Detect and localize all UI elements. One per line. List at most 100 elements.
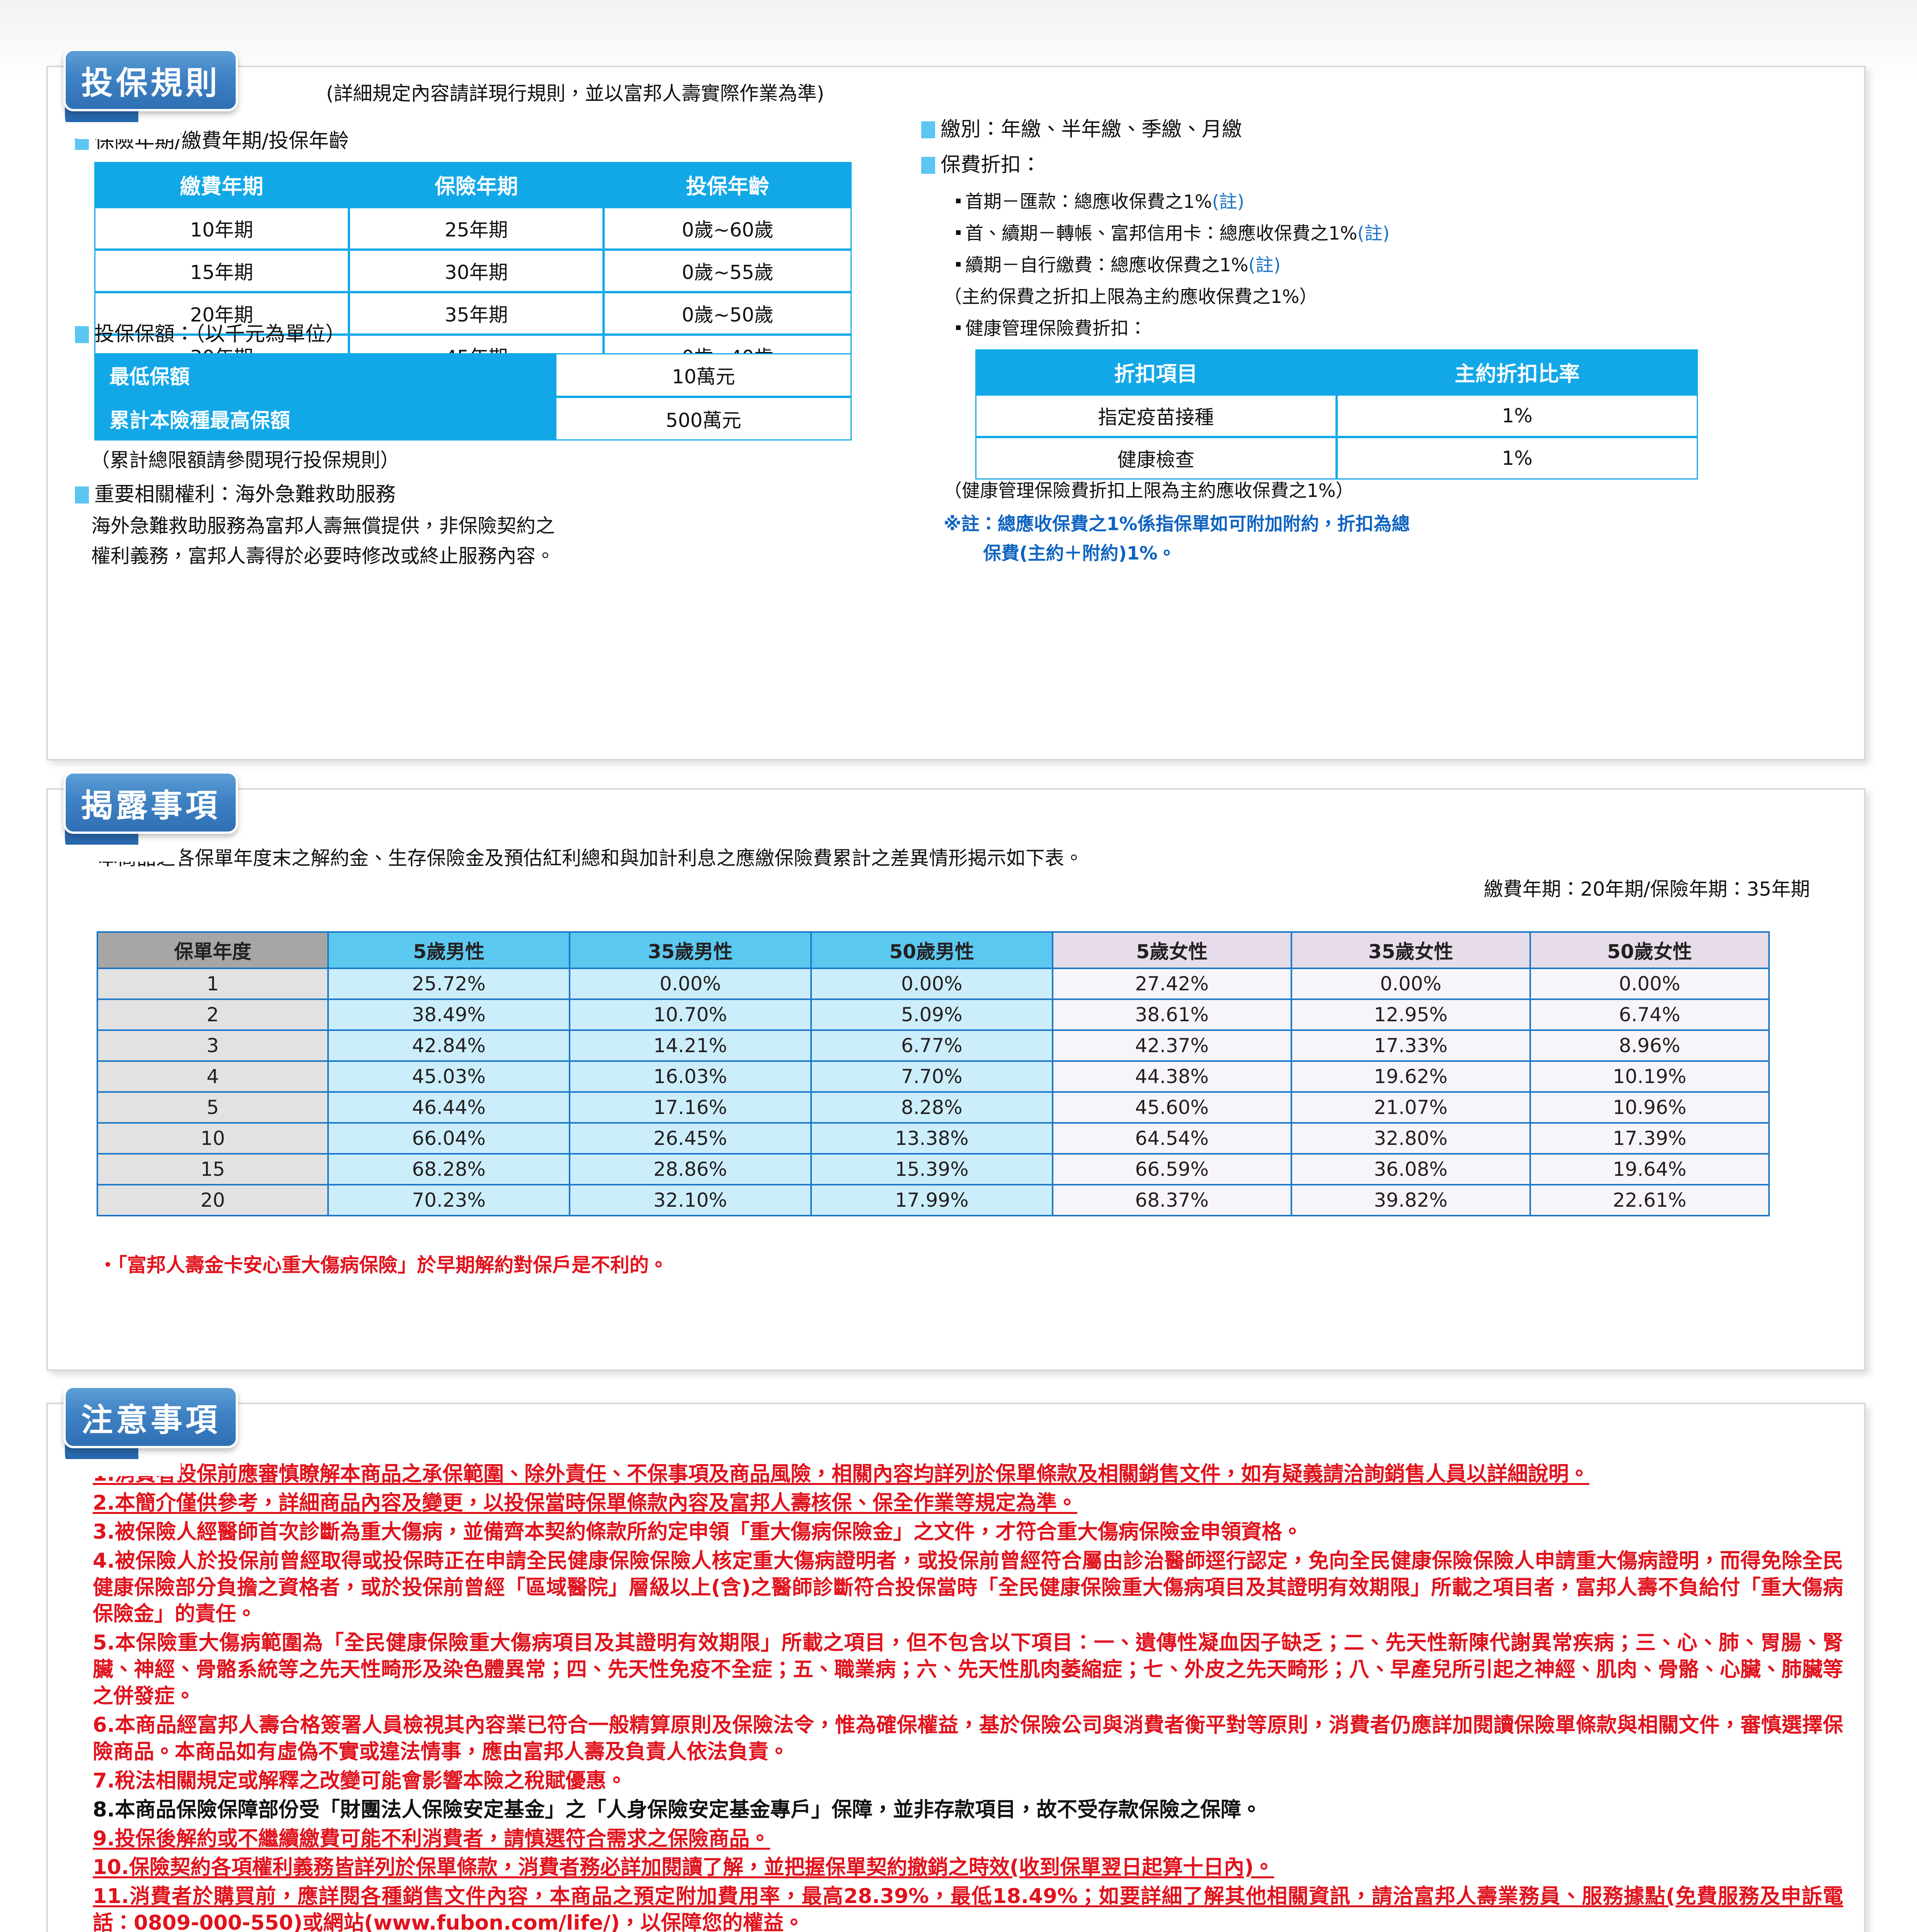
- disc-cell-value: 42.84%: [327, 1029, 570, 1062]
- disc-cell-value: 66.04%: [327, 1122, 570, 1155]
- disc-cell-value: 64.54%: [1051, 1122, 1292, 1155]
- disc-cell-year: 10: [96, 1122, 329, 1155]
- footnote-zhu-1: ※註：總應收保費之1%係指保單如可附加附約，折扣為總: [944, 514, 1410, 535]
- disc-cell-value: 0.00%: [1529, 968, 1770, 1000]
- section-tab-notes-label: 注意事項: [81, 1401, 221, 1439]
- section-panel-notes: 注意事項: [46, 1386, 1866, 1932]
- disc-cell-value: 22.61%: [1529, 1184, 1770, 1216]
- disc-cell-value: 42.37%: [1051, 1029, 1292, 1062]
- disc-cell-value: 13.38%: [810, 1122, 1053, 1155]
- disc-cell-value: 19.62%: [1290, 1060, 1531, 1093]
- disc-col-f35: 35歲女性: [1290, 931, 1531, 969]
- discount-cap-main: （主約保費之折扣上限為主約應收保費之1%）: [944, 286, 1318, 308]
- note-marker: (註): [1212, 191, 1245, 213]
- benefit-text-1: 海外急難救助服務為富邦人壽無償提供，非保險契約之: [91, 515, 555, 537]
- dot-icon: [956, 230, 961, 235]
- amount-table: 最低保額 10萬元 累計本險種最高保額 500萬元: [94, 353, 852, 440]
- note-item: 4.被保險人於投保前曾經取得或投保時正在申請全民健康保險保險人核定重大傷病證明者…: [93, 1549, 1843, 1626]
- term-th-0: 繳費年期: [94, 162, 349, 207]
- table-row: 15 68.28% 28.86% 15.39% 66.59% 36.08% 19.64%: [96, 1153, 1770, 1185]
- table-row: 4 45.03% 16.03% 7.70% 44.38% 19.62% 10.19%: [96, 1060, 1770, 1093]
- disc-cell-value: 32.80%: [1290, 1122, 1531, 1155]
- discount-table: 折扣項目 主約折扣比率 指定疫苗接種 1% 健康檢查 1%: [975, 349, 1698, 480]
- section-tab-rules-label: 投保規則: [81, 65, 221, 102]
- notes-list: 1.消費者投保前應審慎瞭解本商品之承保範圍、除外責任、不保事項及商品風險，相關內…: [77, 1461, 1843, 1932]
- disc-cell-value: 46.44%: [327, 1091, 570, 1124]
- table-row: 10年期 25年期 0歲~60歲: [94, 207, 852, 250]
- bullet-square-icon: [921, 121, 935, 138]
- discount-item-4: 健康管理保險費折扣：: [956, 317, 1147, 341]
- disc-cell-year: 1: [96, 968, 329, 1000]
- table-row: 15年期 30年期 0歲~55歲: [94, 250, 852, 292]
- disc-cell-value: 14.21%: [568, 1029, 812, 1062]
- disc-col-f50: 50歲女性: [1529, 931, 1770, 969]
- rules-bullet-frequency: 繳別：年繳、半年繳、季繳、月繳: [921, 117, 1242, 142]
- disc-col-year: 保單年度: [96, 931, 329, 969]
- note-item: 8.本商品保險保障部份受「財團法人保險安定基金」之「人身保險安定基金專戶」保障，…: [93, 1798, 1262, 1821]
- table-row: 保單年度 5歲男性 35歲男性 50歲男性 5歲女性 35歲女性 50歲女性: [96, 931, 1770, 969]
- disc-cell-value: 26.45%: [568, 1122, 812, 1155]
- disclosure-term-line: 繳費年期：20年期/保險年期：35年期: [1483, 878, 1810, 900]
- disc-cell-value: 7.70%: [810, 1060, 1053, 1093]
- section-tab-notes: 注意事項: [63, 1386, 238, 1448]
- rules-bullet-discount: 保費折扣：: [921, 153, 1041, 177]
- disc-cell-value: 44.38%: [1051, 1060, 1292, 1093]
- disclosure-intro: 本商品之各保單年度末之解約金、生存保險金及預估紅利總和與加計利息之應繳保險費累計…: [98, 847, 1084, 869]
- disc-cell-value: 66.59%: [1051, 1153, 1292, 1185]
- disc-cell-value: 21.07%: [1290, 1091, 1531, 1124]
- disc-cell-value: 25.72%: [327, 968, 570, 1000]
- disclosure-data-table: 保單年度 5歲男性 35歲男性 50歲男性 5歲女性 35歲女性 50歲女性 1…: [96, 931, 1770, 1216]
- dot-icon: [956, 199, 961, 203]
- rules-head-note: (詳細規定內容請詳現行規則，並以富邦人壽實際作業為準): [326, 82, 825, 105]
- disc-col-f5: 5歲女性: [1051, 931, 1292, 969]
- bullet-square-icon: [75, 326, 89, 343]
- note-marker: (註): [1248, 255, 1281, 276]
- rules-bullet-amount: 投保保額：（以千元為單位）: [75, 322, 345, 347]
- note-item: 11.消費者於購買前，應詳閱各種銷售文件內容，本商品之預定附加費用率，最高28.…: [93, 1884, 1843, 1932]
- disc-cell-value: 12.95%: [1290, 998, 1531, 1031]
- disc-cell-value: 16.03%: [568, 1060, 812, 1093]
- disc-cell-value: 17.39%: [1529, 1122, 1770, 1155]
- table-row: 2 38.49% 10.70% 5.09% 38.61% 12.95% 6.74%: [96, 998, 1770, 1031]
- note-item: 6.本商品經富邦人壽合格簽署人員檢視其內容業已符合一般精算原則及保險法令，惟為確…: [93, 1713, 1843, 1764]
- footnote-zhu-2: 保費(主約＋附約)1%。: [983, 543, 1176, 564]
- bullet-square-icon: [75, 486, 89, 503]
- dot-icon: [956, 325, 961, 330]
- disc-cell-value: 6.77%: [810, 1029, 1053, 1062]
- disc-cell-value: 17.99%: [810, 1184, 1053, 1216]
- table-row: 20年期 35年期 0歲~50歲: [94, 292, 852, 335]
- term-th-1: 保險年期: [349, 162, 604, 207]
- term-th-2: 投保年齡: [604, 162, 852, 207]
- note-item: 2.本簡介僅供參考，詳細商品內容及變更，以投保當時保單條款內容及富邦人壽核保、保…: [93, 1491, 1078, 1515]
- disc-cell-value: 27.42%: [1051, 968, 1292, 1000]
- disc-cell-year: 3: [96, 1029, 329, 1062]
- disc-cell-value: 36.08%: [1290, 1153, 1531, 1185]
- section-panel-rules: 投保規則 (詳細規定內容請詳現行規則，並以富邦人壽實際作業為準) 保險年期/繳費…: [46, 49, 1866, 760]
- disc-cell-value: 0.00%: [810, 968, 1053, 1000]
- section-tab-disclosure-label: 揭露事項: [81, 787, 221, 824]
- disc-th-1: 主約折扣比率: [1336, 349, 1698, 395]
- disc-cell-value: 38.49%: [327, 998, 570, 1031]
- note-item: 10.保險契約各項權利義務皆詳列於保單條款，消費者務必詳加閱讀了解，並把握保單契…: [93, 1855, 1274, 1879]
- note-item: 5.本保險重大傷病範圍為「全民健康保險重大傷病項目及其證明有效期限」所載之項目，…: [93, 1631, 1843, 1708]
- disc-cell-value: 15.39%: [810, 1153, 1053, 1185]
- note-item: 3.被保險人經醫師首次診斷為重大傷病，並備齊本契約條款所約定申領「重大傷病保險金…: [93, 1520, 1303, 1544]
- disc-cell-value: 0.00%: [568, 968, 812, 1000]
- disc-cell-value: 19.64%: [1529, 1153, 1770, 1185]
- amount-note: （累計總限額請參閱現行投保規則）: [90, 449, 400, 471]
- discount-item-2: 首、續期－轉帳、富邦信用卡：總應收保費之1%(註): [956, 222, 1390, 246]
- table-row: 折扣項目 主約折扣比率: [975, 349, 1698, 395]
- note-item: 9.投保後解約或不繼續繳費可能不利消費者，請慎選符合需求之保險商品。: [93, 1827, 771, 1850]
- discount-item-3: 續期－自行繳費：總應收保費之1%(註): [956, 253, 1281, 278]
- table-row: 20 70.23% 32.10% 17.99% 68.37% 39.82% 22.61%: [96, 1184, 1770, 1216]
- discount-item-1: 首期－匯款：總應收保費之1%(註): [956, 190, 1244, 214]
- disc-cell-value: 8.96%: [1529, 1029, 1770, 1062]
- disc-cell-value: 68.37%: [1051, 1184, 1292, 1216]
- table-row: 3 42.84% 14.21% 6.77% 42.37% 17.33% 8.96%: [96, 1029, 1770, 1062]
- bullet-square-icon: [921, 157, 935, 174]
- disc-cell-value: 28.86%: [568, 1153, 812, 1185]
- note-marker: (註): [1357, 223, 1390, 244]
- table-row: 累計本險種最高保額 500萬元: [94, 397, 852, 440]
- disc-cell-year: 5: [96, 1091, 329, 1124]
